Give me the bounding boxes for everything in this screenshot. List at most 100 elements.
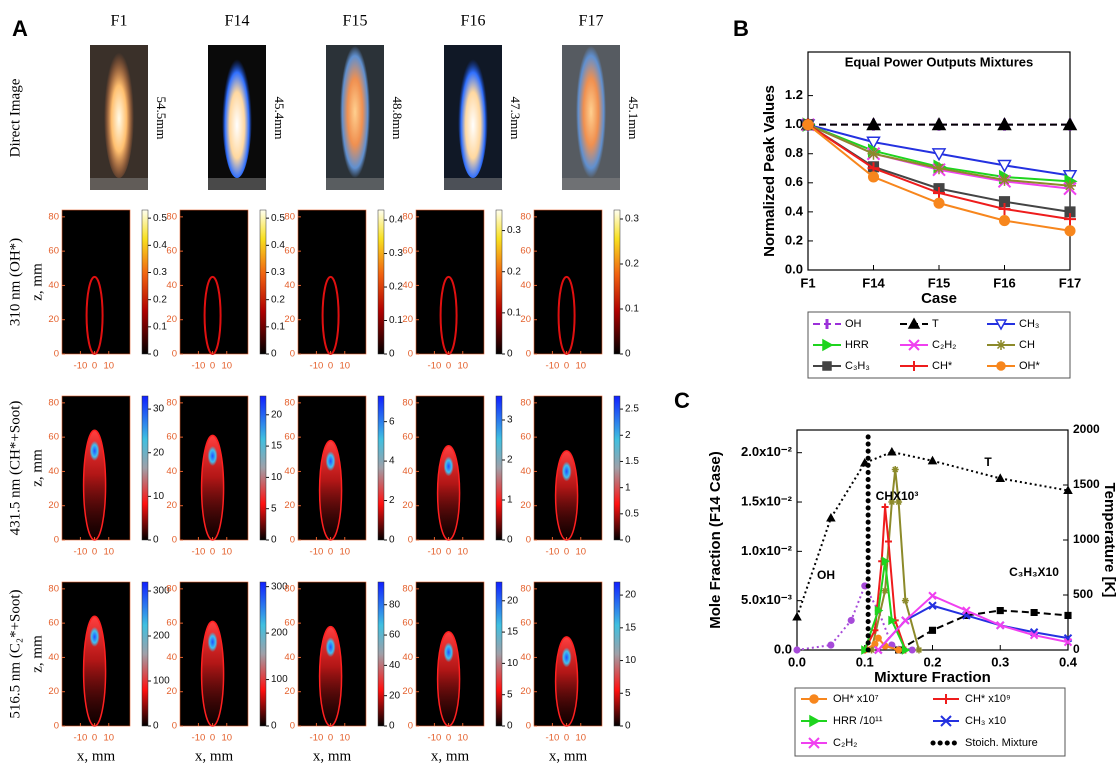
flame-tip — [325, 637, 336, 658]
colorbar-tick-label: 0 — [389, 535, 395, 546]
x-tick-label: -10 — [546, 547, 560, 558]
x-axis-label: x, mm — [77, 748, 116, 764]
colorbar-tick-label: 3 — [507, 415, 513, 426]
z-axis-label: z, mm — [29, 449, 45, 487]
colorbar-tick-label: 0.4 — [389, 215, 403, 226]
z-tick-label: 0 — [54, 349, 59, 360]
y-axis-label: Normalized Peak Values — [761, 85, 778, 257]
flame-photo-flame — [340, 46, 370, 178]
colorbar-range — [259, 581, 267, 727]
colorbar-range — [613, 209, 621, 355]
legend-marker — [822, 361, 832, 371]
z-tick-label: 40 — [48, 280, 59, 291]
colorbar-range — [141, 395, 149, 541]
data-marker — [933, 186, 945, 199]
z-tick-label: 40 — [402, 652, 413, 663]
z-tick-label: 0 — [526, 721, 531, 732]
colorbar-tick-label: 200 — [271, 628, 288, 639]
colorbar-tick-label: 0.2 — [271, 294, 285, 305]
flame-photo-base — [326, 178, 384, 190]
x-tick-label: 0 — [446, 361, 451, 372]
x-tick-label: F15 — [928, 275, 950, 290]
colorbar-tick-label: 0.3 — [389, 248, 403, 259]
z-tick-label: 80 — [284, 397, 295, 408]
x-tick-label: 10 — [103, 733, 114, 744]
colorbar-tick-label: 0.1 — [153, 321, 167, 332]
z-tick-label: 0 — [526, 349, 531, 360]
y2-tick-label: 1500 — [1073, 477, 1100, 491]
z-tick-label: 80 — [48, 397, 59, 408]
data-marker — [1062, 117, 1078, 131]
x-tick-label: 0.4 — [1059, 654, 1078, 669]
colorbar-tick-label: 20 — [389, 690, 401, 701]
x-tick-label: 0 — [564, 547, 569, 558]
y-tick-label: 5.0x10⁻³ — [741, 592, 793, 607]
z-tick-label: 60 — [284, 618, 295, 629]
z-tick-label: 40 — [166, 652, 177, 663]
colorbar-tick-label: 2 — [625, 430, 631, 441]
data-marker — [901, 616, 910, 625]
flame-tip — [443, 642, 454, 663]
x-tick-label: -10 — [74, 361, 88, 372]
colorbar-tick-label: 5 — [507, 689, 513, 700]
colorbar-range — [377, 395, 385, 541]
colorbar-tick-label: 0.5 — [271, 213, 285, 224]
legend-marker — [822, 338, 834, 352]
y-tick-label: 0.8 — [785, 145, 803, 160]
data-marker — [827, 641, 835, 649]
series-line — [898, 609, 1069, 651]
z-tick-label: 40 — [284, 652, 295, 663]
z-tick-label: 60 — [520, 432, 531, 443]
colorbar-tick-label: 0 — [507, 721, 513, 732]
data-marker — [871, 640, 879, 648]
x-tick-label: -10 — [428, 733, 442, 744]
colorbar-range — [259, 209, 267, 355]
legend-label: CH₃ x10 — [965, 715, 1006, 727]
z-tick-label: 80 — [166, 211, 177, 222]
colorbar-tick-label: 0.1 — [389, 315, 403, 326]
y-tick-label: 1.2 — [785, 87, 803, 102]
legend-marker — [994, 319, 1008, 331]
data-marker — [895, 498, 903, 506]
legend-label: HRR — [845, 339, 869, 351]
colorbar-range — [377, 209, 385, 355]
flame-photo-flame — [576, 46, 606, 178]
colorbar-tick-label: 0.3 — [153, 267, 167, 278]
legend-label: CH₃ — [1019, 318, 1039, 330]
z-tick-label: 40 — [48, 466, 59, 477]
flame-tip — [561, 461, 572, 482]
colorbar-tick-label: 1.5 — [625, 456, 639, 467]
legend-marker — [996, 361, 1006, 371]
data-marker — [928, 601, 937, 610]
y-tick-label: 0.0 — [785, 261, 803, 276]
x-tick-label: 0 — [210, 361, 215, 372]
legend-marker — [941, 694, 951, 704]
x-axis-label: x, mm — [313, 748, 352, 764]
heatmap — [415, 209, 485, 355]
column-title: F15 — [343, 13, 368, 30]
column-title: F17 — [579, 13, 604, 30]
x-tick-label: 10 — [221, 361, 232, 372]
x-axis-label: x, mm — [195, 748, 234, 764]
z-tick-label: 40 — [284, 466, 295, 477]
y2-tick-label: 0 — [1073, 642, 1080, 656]
data-marker — [931, 117, 947, 131]
data-marker — [868, 646, 876, 654]
colorbar-range — [377, 581, 385, 727]
x-tick-label: 10 — [339, 547, 350, 558]
data-marker — [928, 626, 937, 634]
y-tick-label: 0.4 — [785, 203, 804, 218]
flame-tip — [325, 451, 336, 472]
colorbar-tick-label: 20 — [271, 409, 283, 420]
column-title: F16 — [461, 13, 486, 30]
series-line — [796, 450, 1069, 618]
colorbar — [378, 210, 384, 354]
colorbar-tick-label: 0 — [153, 349, 159, 360]
panel-label: A — [12, 16, 28, 41]
data-marker — [1064, 206, 1076, 218]
legend-label: C₃H₃ — [845, 360, 870, 372]
y-tick-label: 1.0x10⁻² — [741, 543, 793, 558]
z-tick-label: 60 — [520, 246, 531, 257]
data-marker — [1063, 485, 1073, 495]
legend-marker — [940, 715, 952, 727]
